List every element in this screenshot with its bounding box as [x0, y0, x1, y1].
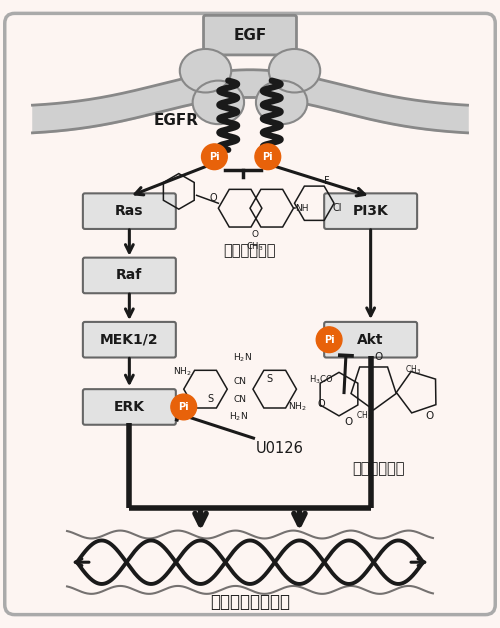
Text: NH$_2$: NH$_2$ [174, 365, 192, 377]
Text: H$_3$CO: H$_3$CO [309, 373, 334, 386]
Text: O: O [345, 417, 353, 427]
Text: O: O [252, 230, 258, 239]
Text: O: O [210, 193, 217, 203]
Circle shape [171, 394, 196, 420]
Text: O: O [318, 399, 325, 409]
Text: U0126: U0126 [256, 441, 304, 456]
FancyBboxPatch shape [204, 15, 296, 55]
Text: Raf: Raf [116, 268, 142, 283]
Text: Pi: Pi [178, 402, 189, 412]
Text: Pi: Pi [262, 152, 273, 162]
Text: CH$_3$: CH$_3$ [405, 363, 421, 376]
Text: H$_2$N: H$_2$N [232, 351, 252, 364]
Text: PI3K: PI3K [353, 204, 388, 218]
FancyBboxPatch shape [5, 13, 495, 615]
FancyBboxPatch shape [83, 193, 176, 229]
Text: CN: CN [234, 394, 246, 404]
Text: F: F [324, 176, 330, 187]
Text: CH$_3$: CH$_3$ [356, 409, 372, 422]
Text: NH$_2$: NH$_2$ [288, 401, 307, 413]
Text: O: O [374, 352, 382, 362]
Text: CN: CN [234, 377, 246, 386]
Text: ワルトマニン: ワルトマニン [352, 461, 405, 476]
Ellipse shape [256, 80, 308, 124]
Text: 遠伝子発現の制御: 遠伝子発現の制御 [210, 593, 290, 611]
FancyBboxPatch shape [83, 389, 176, 425]
Text: Ras: Ras [115, 204, 143, 218]
Text: CH$_3$: CH$_3$ [246, 241, 264, 253]
Text: Pi: Pi [324, 335, 334, 345]
Text: S: S [266, 374, 273, 384]
Ellipse shape [180, 49, 231, 92]
Text: NH: NH [296, 203, 309, 213]
Text: MEK1/2: MEK1/2 [100, 333, 158, 347]
Circle shape [316, 327, 342, 352]
Text: EGFR: EGFR [154, 112, 198, 127]
FancyBboxPatch shape [324, 322, 417, 357]
FancyBboxPatch shape [83, 257, 176, 293]
Circle shape [202, 144, 228, 170]
Text: Pi: Pi [209, 152, 220, 162]
Text: S: S [208, 394, 214, 404]
Text: Cl: Cl [332, 203, 342, 213]
Text: ERK: ERK [114, 400, 145, 414]
Text: Akt: Akt [358, 333, 384, 347]
Text: ゲフィチニブ: ゲフィチニブ [224, 243, 276, 258]
Circle shape [255, 144, 280, 170]
Text: O: O [426, 411, 434, 421]
Ellipse shape [192, 80, 244, 124]
Text: H$_2$N: H$_2$N [228, 411, 248, 423]
FancyBboxPatch shape [324, 193, 417, 229]
Ellipse shape [269, 49, 320, 92]
FancyBboxPatch shape [83, 322, 176, 357]
Text: EGF: EGF [234, 28, 266, 43]
